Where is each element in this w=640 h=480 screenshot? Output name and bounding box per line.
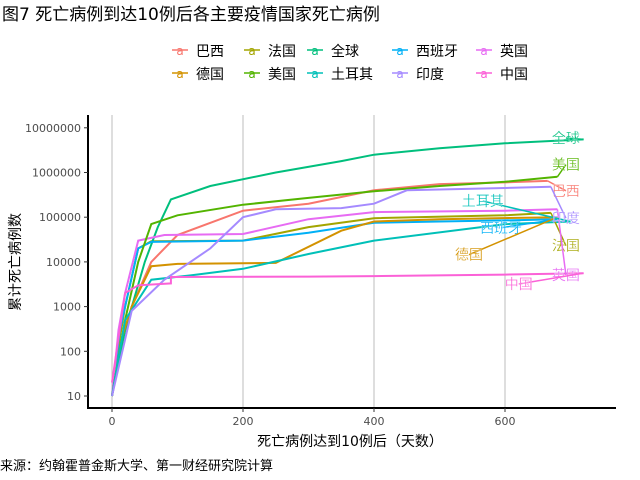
x-tick-label: 200	[233, 415, 254, 428]
series-line-法国	[111, 211, 551, 397]
y-tick-label: 10000000	[25, 122, 81, 135]
label-leader-line	[468, 216, 558, 256]
y-tick-label: 1000000	[32, 167, 81, 180]
series-label: 全球	[552, 130, 580, 147]
legend-key-glyph: a	[480, 44, 487, 58]
legend-key-glyph: a	[396, 44, 403, 58]
label-leader-line	[547, 180, 567, 192]
series-label: 巴西	[552, 184, 580, 200]
label-leader-line	[482, 200, 571, 223]
y-tick-label: 1000	[53, 301, 81, 314]
series-label: 法国	[552, 239, 580, 255]
legend-item-label: 中国	[500, 67, 528, 83]
series-line-全球	[111, 138, 584, 397]
y-tick-label: 10000	[46, 256, 81, 269]
legend-item-label: 德国	[196, 67, 224, 83]
label-leader-line	[550, 186, 567, 219]
legend-item-label: 法国	[268, 44, 296, 60]
series-label: 土耳其	[462, 194, 504, 210]
legend-key-glyph: a	[176, 44, 183, 58]
series-line-美国	[111, 175, 558, 397]
legend-item-label: 西班牙	[416, 44, 458, 60]
legend-item-label: 印度	[416, 67, 444, 83]
series-line-土耳其	[111, 220, 571, 397]
y-tick-label: 100	[60, 345, 81, 358]
x-tick-label: 600	[495, 415, 516, 428]
series-line-印度	[111, 185, 551, 397]
series-label: 中国	[505, 277, 533, 293]
series-lines	[111, 138, 584, 397]
label-leader-line	[565, 137, 584, 141]
legend-item-label: 土耳其	[331, 67, 373, 83]
legend-item-label: 美国	[268, 67, 296, 83]
grid	[111, 115, 506, 408]
legend-item-label: 全球	[331, 43, 359, 60]
legend-key-glyph: a	[248, 67, 255, 81]
series-labels: 巴西法国全球西班牙英国德国美国土耳其印度中国	[455, 130, 584, 293]
series-label: 德国	[455, 248, 483, 264]
legend-key-glyph: a	[248, 44, 255, 58]
y-tick-label: 100000	[39, 211, 81, 224]
axis-ticks: 0 200 400 600 10 100 1000 10000 100000 1000000 100…	[25, 122, 516, 428]
legend-key-glyph: a	[480, 67, 487, 81]
series-line-中国	[111, 272, 584, 383]
legend: a 巴西 a 法国 a 全球 a 西班牙 a 英国 a 德国 a 美国 a 土耳其 a 印度 a 中国	[172, 43, 528, 83]
x-tick-label: 400	[364, 415, 385, 428]
chart-title: 图7 死亡病例到达10例后各主要疫情国家死亡病例	[2, 5, 380, 25]
series-line-英国	[111, 208, 558, 397]
legend-key-glyph: a	[311, 44, 318, 58]
legend-item-label: 英国	[500, 43, 528, 60]
series-line-德国	[111, 216, 558, 397]
y-axis-label: 累计死亡病例数	[8, 213, 24, 311]
x-tick-label: 0	[109, 415, 116, 428]
label-leader-line	[556, 209, 567, 276]
legend-item-label: 巴西	[196, 44, 224, 60]
series-label: 西班牙	[480, 221, 522, 237]
series-label: 印度	[552, 211, 580, 227]
label-leader-line	[518, 272, 584, 285]
series-line-西班牙	[111, 218, 558, 397]
legend-key-glyph: a	[311, 67, 318, 81]
legend-key-glyph: a	[396, 67, 403, 81]
series-line-巴西	[111, 179, 548, 397]
series-label: 美国	[552, 158, 580, 174]
label-leader-line	[556, 164, 567, 178]
source-note: 来源：约翰霍普金斯大学、第一财经研究院计算	[0, 458, 273, 474]
legend-key-glyph: a	[176, 67, 183, 81]
x-axis-label: 死亡病例达到10例后（天数）	[257, 434, 443, 450]
y-tick-label: 10	[67, 390, 81, 403]
